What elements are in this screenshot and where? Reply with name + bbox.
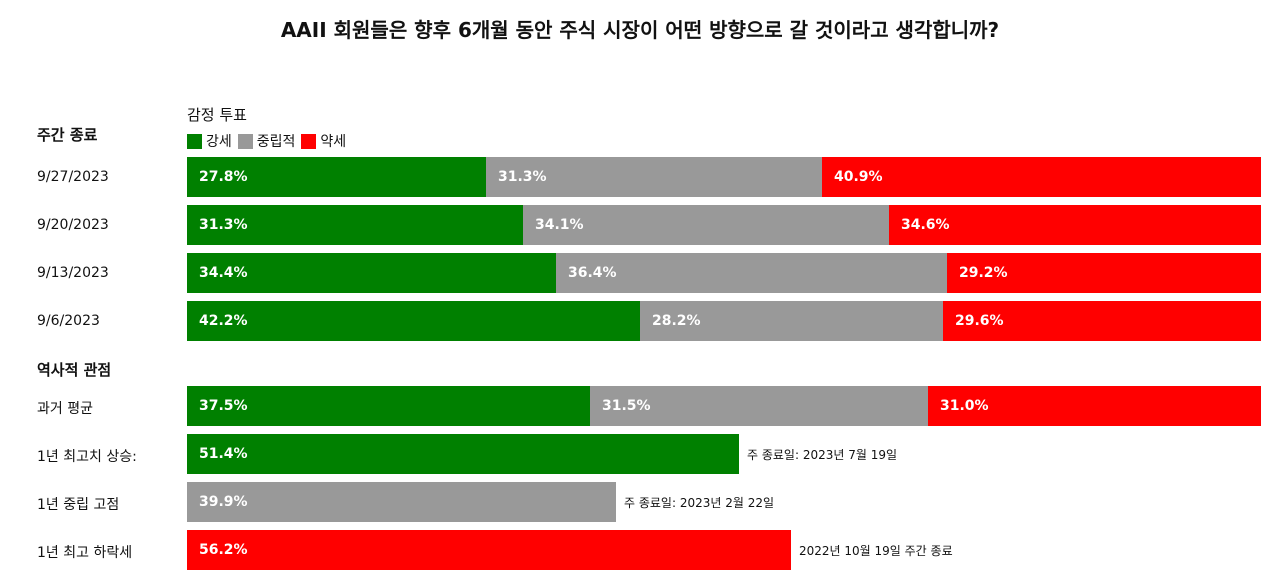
- extreme-0-label: 1년 최고치 상승:: [37, 449, 137, 465]
- chart-title: AAII 회원들은 향후 6개월 동안 주식 시장이 어떤 방향으로 갈 것이라…: [280, 18, 1000, 42]
- week-0-bullish-bar: 27.8%: [187, 157, 486, 197]
- section-label-historical: 역사적 관점: [37, 361, 112, 379]
- week-0-neutral-bar: 31.3%: [486, 157, 822, 197]
- historical-average-bearish-bar: 31.0%: [928, 386, 1261, 426]
- week-3-label: 9/6/2023: [37, 313, 100, 329]
- week-3-neutral-bar: 28.2%: [640, 301, 943, 341]
- week-1-bearish-bar: 34.6%: [889, 205, 1261, 245]
- legend-label-bullish: 강세: [206, 134, 232, 150]
- week-2-label: 9/13/2023: [37, 265, 109, 281]
- week-2-neutral-bar: 36.4%: [556, 253, 947, 293]
- legend-label-bearish: 약세: [320, 134, 347, 150]
- section-label-weekly: 주간 종료: [37, 126, 98, 144]
- week-3-bearish-bar: 29.6%: [943, 301, 1261, 341]
- week-1-neutral-bar: 34.1%: [523, 205, 889, 245]
- legend-item-bullish: 강세: [187, 131, 232, 151]
- extreme-1-note: 주 종료일: 2023년 2월 22일: [624, 496, 775, 510]
- legend-title: 감정 투표: [187, 106, 247, 124]
- week-2-bullish-bar: 34.4%: [187, 253, 556, 293]
- extreme-2-bar: 56.2%: [187, 530, 791, 570]
- legend: 강세 중립적 약세: [187, 131, 352, 151]
- legend-swatch-bullish: [187, 133, 202, 149]
- legend-item-bearish: 약세: [301, 131, 346, 151]
- historical-average-label: 과거 평균: [37, 401, 93, 417]
- week-3-bullish-bar: 42.2%: [187, 301, 640, 341]
- extreme-2-note: 2022년 10월 19일 주간 종료: [799, 544, 953, 558]
- extreme-0-note: 주 종료일: 2023년 7월 19일: [747, 448, 898, 462]
- extreme-2-label: 1년 최고 하락세: [37, 545, 133, 561]
- legend-label-neutral: 중립적: [256, 134, 296, 150]
- legend-swatch-bearish: [301, 133, 317, 149]
- historical-average-neutral-bar: 31.5%: [590, 386, 928, 426]
- week-1-bullish-bar: 31.3%: [187, 205, 523, 245]
- week-2-bearish-bar: 29.2%: [947, 253, 1261, 293]
- extreme-1-bar: 39.9%: [187, 482, 616, 522]
- week-0-label: 9/27/2023: [37, 169, 109, 185]
- extreme-1-label: 1년 중립 고점: [37, 497, 120, 513]
- week-1-label: 9/20/2023: [37, 217, 109, 233]
- week-0-bearish-bar: 40.9%: [822, 157, 1261, 197]
- extreme-0-bar: 51.4%: [187, 434, 739, 474]
- historical-average-bullish-bar: 37.5%: [187, 386, 590, 426]
- legend-item-neutral: 중립적: [237, 131, 296, 151]
- legend-swatch-neutral: [237, 133, 253, 149]
